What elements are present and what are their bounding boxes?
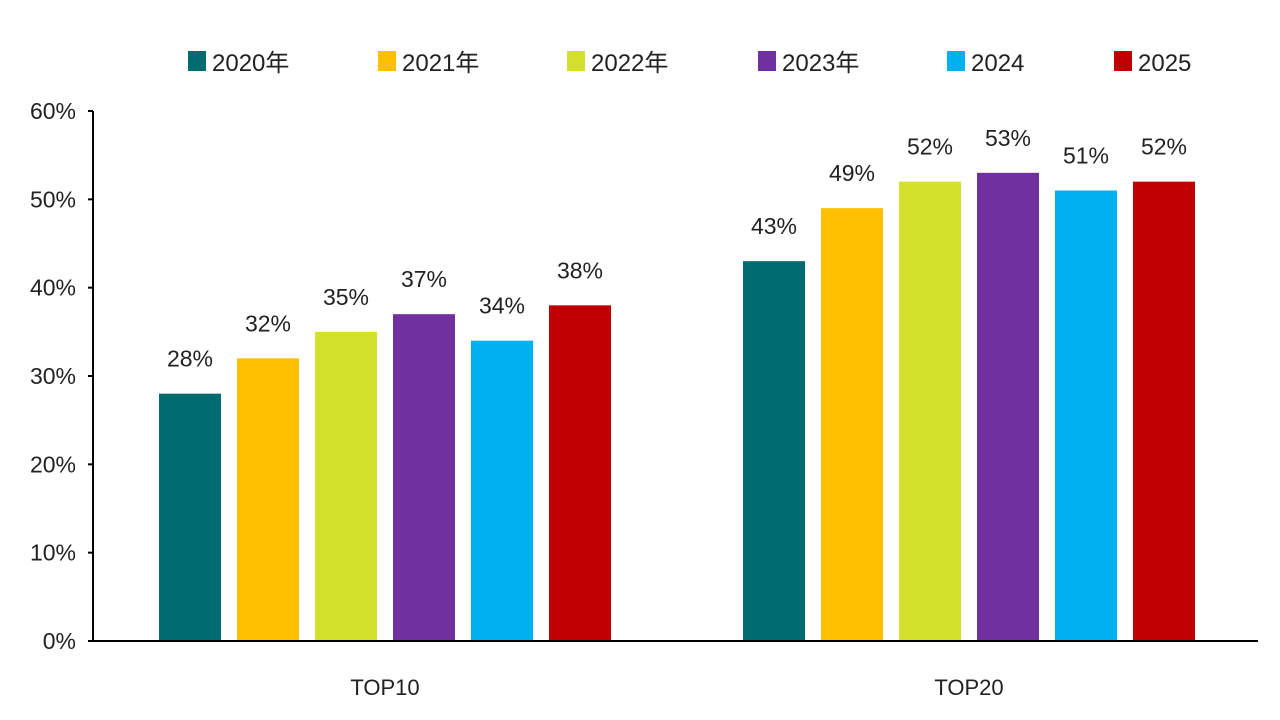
y-axis: 0% 10% 20% 30% 40% 50% 60%: [30, 98, 94, 654]
bar-top20-2: [821, 208, 883, 641]
legend-swatch: [947, 51, 965, 71]
legend-swatch: [378, 51, 396, 71]
y-tick-label: 30%: [30, 363, 76, 389]
data-label: 52%: [907, 134, 953, 160]
bar-top20-5: [1055, 190, 1117, 641]
legend-swatch: [758, 51, 776, 71]
data-label: 49%: [829, 160, 875, 186]
bars: 28% 32% 35% 37% 34% 38% 43% 49% 52% 53% 51% 52%: [159, 125, 1195, 642]
category-label: TOP10: [350, 675, 419, 700]
data-label: 38%: [557, 257, 603, 283]
bar-top10-1: [159, 393, 221, 641]
legend-label: 2020年: [212, 50, 289, 77]
legend-label: 2024: [971, 50, 1024, 77]
legend-label: 2021年: [402, 50, 479, 77]
data-label: 34%: [479, 293, 525, 319]
legend-label: 2025: [1138, 50, 1191, 77]
legend-item: 2024: [947, 50, 1024, 77]
bar-top10-4: [393, 314, 455, 641]
y-tick-label: 10%: [30, 540, 76, 566]
legend-item: 2025: [1114, 50, 1191, 77]
bar-top20-4: [977, 172, 1039, 642]
x-axis: TOP10 TOP20: [93, 640, 1258, 700]
bar-top20-3: [899, 181, 961, 641]
bar-top10-5: [471, 340, 533, 641]
data-label: 32%: [245, 310, 291, 336]
y-tick-label: 40%: [30, 275, 76, 301]
bar-top20-6: [1133, 181, 1195, 641]
legend-item: 2023年: [758, 50, 859, 77]
y-tick-label: 50%: [30, 186, 76, 212]
bar-top10-6: [549, 305, 611, 641]
data-label: 28%: [167, 346, 213, 372]
legend-label: 2022年: [591, 50, 668, 77]
legend-label: 2023年: [782, 50, 859, 77]
data-label: 53%: [985, 125, 1031, 151]
legend-item: 2020年: [188, 50, 289, 77]
y-tick-label: 0%: [43, 628, 76, 654]
legend-swatch: [567, 51, 585, 71]
data-label: 43%: [751, 213, 797, 239]
y-tick-label: 20%: [30, 451, 76, 477]
data-label: 35%: [323, 284, 369, 310]
legend-item: 2021年: [378, 50, 479, 77]
y-tick-label: 60%: [30, 98, 76, 124]
data-label: 52%: [1141, 134, 1187, 160]
legend: 2020年 2021年 2022年 2023年 2024 2025: [188, 50, 1191, 77]
data-label: 51%: [1063, 143, 1109, 169]
data-label: 37%: [401, 266, 447, 292]
category-label: TOP20: [934, 675, 1003, 700]
bar-top20-1: [743, 261, 805, 641]
bar-top10-3: [315, 331, 377, 641]
legend-swatch: [1114, 51, 1132, 71]
legend-swatch: [188, 51, 206, 71]
legend-item: 2022年: [567, 50, 668, 77]
bar-top10-2: [237, 358, 299, 641]
